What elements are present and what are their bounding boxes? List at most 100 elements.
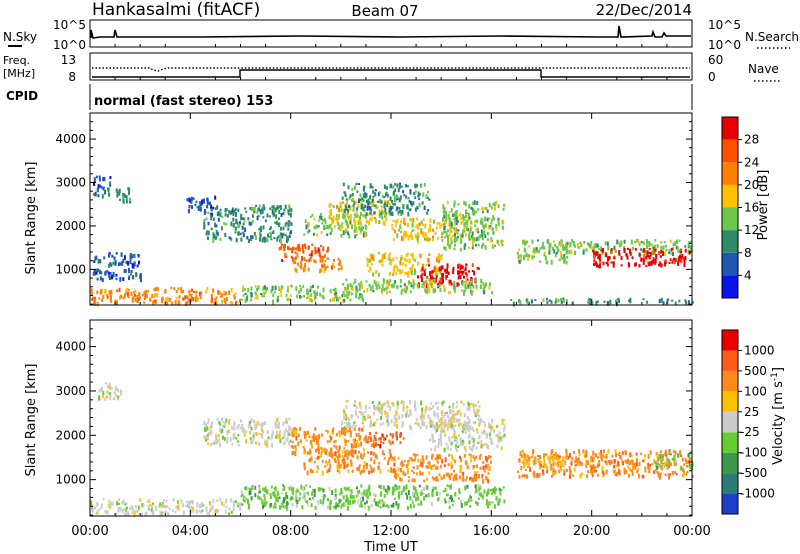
- colorbar-tick-label: 8: [744, 246, 752, 260]
- data-cell: [359, 227, 362, 232]
- data-cell: [343, 426, 346, 430]
- data-cell: [676, 241, 679, 245]
- data-cell: [345, 400, 348, 403]
- data-cell: [421, 272, 424, 276]
- data-cell: [362, 496, 364, 502]
- data-cell: [449, 424, 452, 429]
- data-cell: [438, 441, 441, 445]
- data-cell: [581, 472, 583, 476]
- data-cell: [360, 296, 363, 300]
- data-cell: [364, 506, 367, 509]
- data-cell: [615, 464, 618, 467]
- data-cell: [197, 205, 200, 208]
- data-cell: [150, 508, 153, 513]
- data-cell: [357, 219, 360, 222]
- data-cell: [559, 251, 562, 255]
- data-cell: [442, 204, 445, 210]
- data-cell: [219, 291, 222, 295]
- data-cell: [120, 252, 123, 257]
- data-cell: [373, 204, 376, 207]
- data-cell: [255, 441, 257, 445]
- data-cell: [417, 232, 420, 237]
- data-cell: [132, 508, 135, 511]
- data-cell: [313, 296, 316, 302]
- data-cell: [200, 510, 202, 514]
- data-cell: [390, 458, 393, 462]
- velocity-ylabel: Slant Range [km]: [24, 364, 39, 477]
- data-cell: [274, 207, 277, 212]
- data-cell: [319, 292, 322, 297]
- data-cell: [187, 297, 190, 301]
- data-cell: [443, 284, 446, 289]
- data-cell: [432, 277, 435, 280]
- data-cell: [482, 287, 485, 291]
- data-cell: [431, 435, 434, 441]
- data-cell: [429, 271, 431, 276]
- data-cell: [214, 222, 217, 228]
- data-cell: [145, 293, 148, 299]
- data-cell: [461, 289, 464, 292]
- data-cell: [397, 473, 400, 478]
- data-cell: [230, 510, 233, 514]
- data-cell: [345, 227, 348, 231]
- data-cell: [402, 206, 405, 210]
- data-cell: [465, 214, 467, 219]
- data-cell: [294, 251, 297, 254]
- data-cell: [123, 293, 126, 298]
- colorbar-tick-label: 100: [744, 384, 767, 398]
- data-cell: [204, 208, 207, 214]
- data-cell: [233, 426, 236, 431]
- data-cell: [463, 275, 465, 279]
- data-cell: [353, 445, 356, 449]
- data-cell: [498, 498, 501, 503]
- data-cell: [99, 276, 102, 281]
- data-cell: [137, 254, 140, 257]
- data-cell: [501, 240, 504, 243]
- frequency-panel: Freq. [MHz] 13 8 60 0 Nave: [3, 52, 780, 84]
- data-cell: [481, 220, 484, 225]
- data-cell: [124, 508, 127, 512]
- data-cell: [480, 229, 483, 234]
- data-cell: [210, 212, 213, 218]
- data-cell: [565, 454, 568, 457]
- data-cell: [324, 227, 327, 230]
- data-cell: [259, 497, 262, 501]
- data-cell: [551, 246, 554, 251]
- data-cell: [338, 430, 341, 434]
- data-cell: [391, 227, 394, 230]
- data-cell: [525, 474, 528, 477]
- data-cell: [316, 500, 319, 505]
- data-cell: [108, 272, 111, 278]
- data-cell: [481, 494, 484, 500]
- data-cell: [386, 279, 389, 284]
- data-cell: [452, 266, 455, 271]
- data-cell: [379, 443, 382, 449]
- data-cell: [585, 463, 588, 468]
- data-cell: [288, 204, 291, 209]
- data-cell: [414, 183, 417, 189]
- data-cell: [343, 464, 346, 470]
- data-cell: [362, 418, 365, 422]
- data-cell: [357, 443, 360, 448]
- data-cell: [517, 254, 520, 260]
- data-cell: [282, 442, 285, 445]
- data-cell: [526, 254, 529, 257]
- data-cell: [657, 457, 660, 462]
- data-cell: [671, 458, 674, 461]
- data-cell: [267, 234, 269, 238]
- data-cell: [451, 464, 453, 469]
- cpid-label: CPID: [6, 89, 38, 103]
- data-cell: [429, 218, 432, 224]
- data-cell: [435, 476, 438, 480]
- data-cell: [452, 234, 455, 238]
- data-cell: [164, 288, 167, 294]
- data-cell: [347, 469, 350, 473]
- data-cell: [658, 299, 661, 303]
- data-cell: [306, 297, 309, 300]
- data-cell: [449, 244, 452, 247]
- data-cell: [559, 466, 562, 469]
- data-cell: [436, 456, 439, 460]
- data-cell: [401, 210, 404, 215]
- data-cell: [309, 439, 312, 445]
- data-cell: [466, 221, 469, 226]
